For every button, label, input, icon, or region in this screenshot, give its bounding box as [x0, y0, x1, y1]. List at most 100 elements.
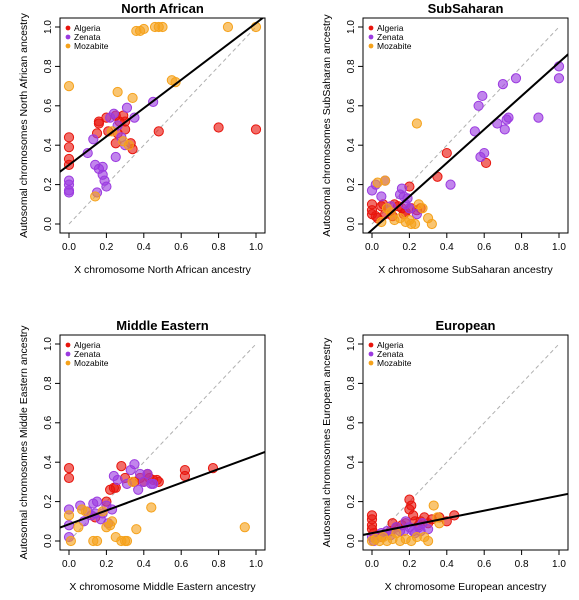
data-point-zenata [553, 73, 565, 84]
data-point-zenata [133, 484, 144, 495]
data-point-zenata [108, 108, 119, 119]
panel-title: SubSaharan [428, 1, 504, 16]
data-point-mozabite [127, 476, 138, 487]
data-point-zenata [91, 496, 103, 507]
x-tick-label: 0.6 [174, 559, 188, 570]
data-point-mozabite [426, 218, 437, 230]
data-point-zenata [88, 134, 99, 145]
x-axis-label: X chromosome North African ancestry [74, 264, 252, 276]
x-axis-label: X chromosome SubSaharan ancestry [378, 264, 553, 276]
y-tick-label: 0.8 [346, 376, 357, 390]
regression-line [60, 18, 265, 173]
data-point-mozabite [222, 21, 234, 33]
data-point-algeria [153, 126, 164, 137]
x-tick-label: 0.2 [402, 242, 416, 253]
data-point-mozabite [428, 500, 439, 511]
plot-frame [362, 334, 569, 551]
y-tick-label: 0.2 [346, 494, 357, 508]
legend-marker-algeria [368, 25, 374, 31]
x-tick-label: 0.0 [365, 242, 379, 253]
x-tick-label: 0.4 [440, 559, 454, 570]
data-point-mozabite [157, 21, 168, 33]
tick-labels: 0.0 0.2 0.4 0.6 0.8 1.0 0.0 0.2 0.4 0.6 … [43, 20, 263, 253]
y-tick-label: 0.0 [346, 534, 357, 548]
y-tick-label: 0.0 [43, 534, 54, 548]
y-tick-label: 0.4 [43, 138, 54, 152]
data-point-mozabite [80, 506, 91, 517]
data-point-algeria [213, 122, 224, 133]
data-point-mozabite [112, 86, 123, 98]
regression-line [363, 492, 568, 536]
data-point-zenata [63, 187, 75, 198]
y-axis-label: Autosomal chromosomes Middle Eastern anc… [18, 325, 30, 560]
y-tick-label: 1.0 [346, 20, 357, 34]
y-tick-label: 0.0 [43, 217, 54, 231]
x-axis-label: X chromosome Middle Eastern ancestry [69, 581, 256, 593]
legend-marker-zenata [368, 34, 374, 40]
y-tick-label: 1.0 [43, 337, 54, 351]
y-tick-label: 0.6 [43, 415, 54, 429]
legend-label-zenata: Zenata [377, 32, 404, 42]
data-point-algeria [179, 470, 191, 482]
legend-marker-mozabite [65, 360, 71, 366]
legend-marker-mozabite [368, 43, 374, 49]
data-point-zenata [469, 126, 480, 137]
data-point-mozabite [138, 23, 149, 35]
y-tick-label: 0.2 [43, 177, 54, 191]
legend-label-mozabite: Mozabite [74, 358, 109, 368]
data-point-mozabite [379, 175, 391, 186]
data-point-zenata [129, 459, 140, 470]
panel-title: Middle Eastern [116, 318, 209, 333]
y-tick-label: 0.2 [43, 494, 54, 508]
tick-labels: 0.0 0.2 0.4 0.6 0.8 1.0 0.0 0.2 0.4 0.6 … [43, 337, 263, 570]
x-tick-label: 0.6 [174, 242, 188, 253]
legend-marker-algeria [65, 25, 71, 31]
data-point-mozabite [146, 502, 157, 513]
plot-frame [362, 17, 569, 234]
data-point-mozabite [131, 524, 142, 535]
data-point-zenata [112, 474, 123, 486]
legend-label-algeria: Algeria [377, 340, 404, 350]
data-point-mozabite [123, 140, 134, 151]
data-point-mozabite [90, 191, 101, 202]
x-tick-label: 0.0 [62, 559, 76, 570]
panel-middle-eastern: Middle Eastern X chromosome Middle Easte… [18, 318, 266, 593]
data-points [366, 61, 565, 230]
data-point-zenata [497, 79, 508, 90]
legend-label-zenata: Zenata [74, 349, 101, 359]
data-point-zenata [473, 100, 484, 111]
data-point-mozabite [170, 77, 181, 88]
data-point-mozabite [417, 203, 428, 214]
y-tick-label: 0.4 [346, 455, 357, 469]
data-point-zenata [101, 181, 112, 192]
y-tick-label: 0.0 [346, 217, 357, 231]
x-tick-label: 1.0 [249, 242, 263, 253]
data-point-mozabite [409, 218, 421, 230]
regression-line [367, 53, 568, 233]
data-point-mozabite [65, 535, 76, 547]
data-point-mozabite [411, 118, 422, 129]
panel-title: North African [121, 1, 204, 16]
legend-label-zenata: Zenata [377, 349, 404, 359]
data-points [63, 21, 262, 202]
legend-label-mozabite: Mozabite [377, 358, 412, 368]
data-point-mozabite [239, 522, 250, 533]
x-tick-label: 0.0 [62, 242, 76, 253]
data-point-mozabite [127, 92, 138, 104]
x-tick-label: 0.8 [212, 559, 226, 570]
y-tick-label: 0.6 [346, 415, 357, 429]
y-tick-label: 1.0 [346, 337, 357, 351]
y-tick-label: 0.4 [43, 455, 54, 469]
data-points [366, 494, 460, 547]
data-point-algeria [441, 147, 452, 159]
tick-labels: 0.0 0.2 0.4 0.6 0.8 1.0 0.0 0.2 0.4 0.6 … [346, 337, 566, 570]
data-point-zenata [445, 179, 456, 190]
x-tick-label: 1.0 [552, 559, 566, 570]
data-point-mozabite [63, 510, 75, 521]
y-tick-label: 1.0 [43, 20, 54, 34]
y-axis-label: Autosomal chromosomes European ancestry [321, 337, 333, 547]
